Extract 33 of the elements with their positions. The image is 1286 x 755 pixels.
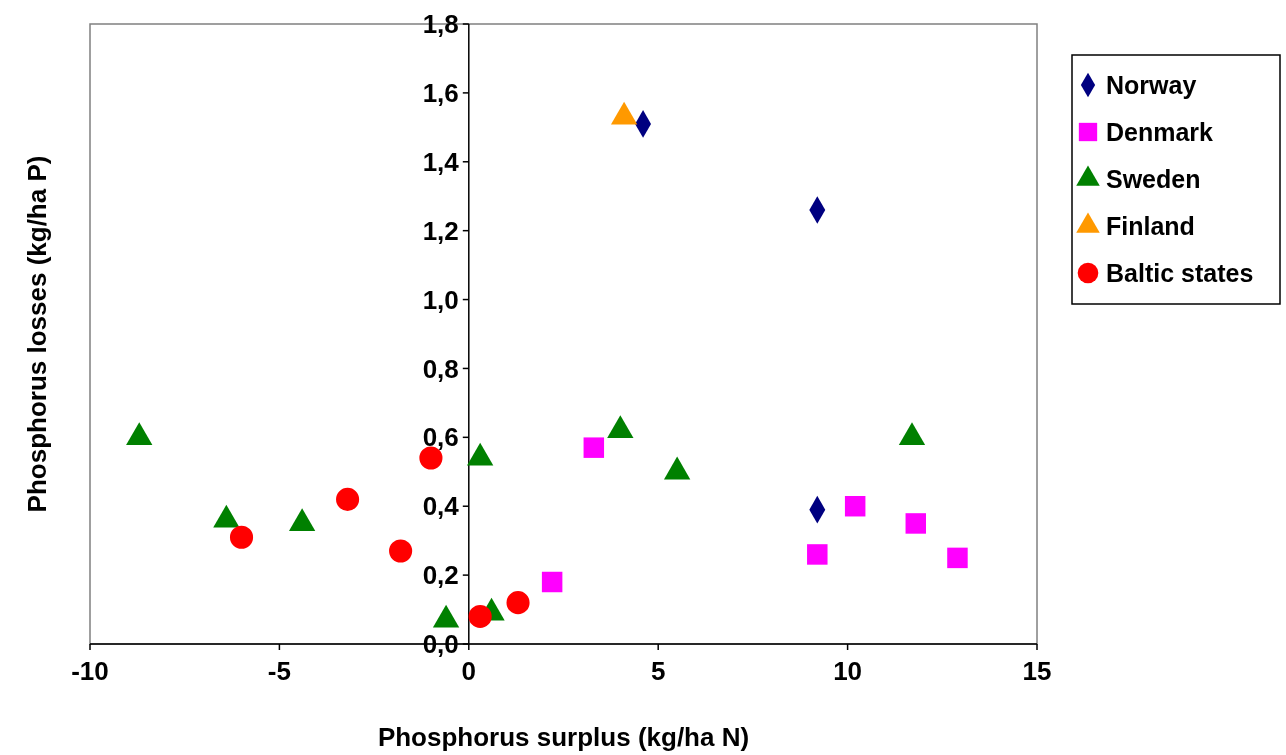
x-tick-label: 0	[461, 656, 477, 686]
x-tick-label: 5	[650, 656, 666, 686]
legend-label: Baltic states	[1106, 258, 1254, 287]
point	[807, 544, 828, 565]
y-tick-label: 1,6	[422, 77, 459, 108]
y-tick-label: 1,2	[422, 215, 459, 246]
y-tick-label: 0,4	[422, 491, 460, 522]
point	[541, 571, 563, 593]
point	[506, 591, 530, 615]
point	[947, 547, 968, 569]
point	[229, 525, 254, 549]
y-tick-label: 0,6	[422, 422, 459, 453]
legend-label: Finland	[1106, 211, 1195, 240]
legend-label: Denmark	[1106, 117, 1214, 146]
x-tick-label: -5	[267, 656, 291, 686]
y-tick-label: 0,2	[422, 560, 459, 591]
x-tick-label: 10	[833, 656, 863, 686]
legend-label: Sweden	[1106, 164, 1201, 193]
point	[905, 513, 927, 534]
y-tick-label: 1,0	[422, 284, 459, 315]
point	[844, 495, 866, 517]
x-tick-label: 15	[1022, 656, 1052, 686]
point	[336, 487, 360, 511]
y-tick-label: 1,4	[422, 146, 460, 177]
point	[389, 539, 413, 563]
y-axis-title: Phosphorus losses (kg/ha P)	[22, 155, 52, 513]
point	[583, 437, 605, 458]
x-axis-title: Phosphorus surplus (kg/ha N)	[377, 722, 750, 752]
x-tick-label: -10	[71, 656, 109, 686]
y-tick-label: 1,8	[422, 9, 459, 40]
legend-label: Norway	[1106, 70, 1197, 99]
y-tick-label: 0,8	[422, 353, 459, 384]
point	[468, 604, 492, 628]
